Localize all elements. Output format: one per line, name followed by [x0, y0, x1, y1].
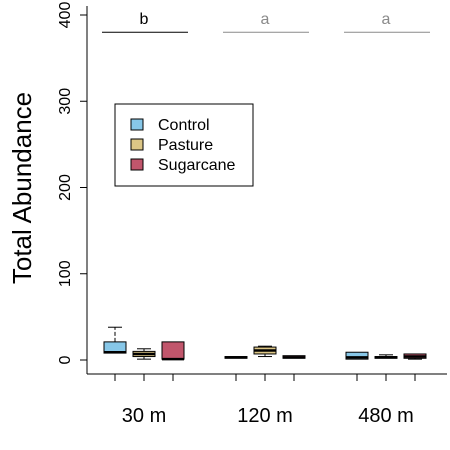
box-body: [345, 351, 369, 360]
x-axis-ticks: 30 m 120 m 480 m: [114, 374, 416, 427]
box-control: [345, 351, 369, 360]
significance-letter: b: [140, 11, 149, 28]
box-series: [103, 326, 427, 361]
box-pasture: [374, 354, 398, 359]
box-pasture: [253, 345, 277, 358]
x-tick-label: 120 m: [237, 405, 293, 427]
legend-swatch: [130, 118, 144, 131]
box-control: [224, 356, 248, 359]
significance-letter: a: [382, 11, 391, 28]
significance-letter: a: [261, 11, 270, 28]
y-tick-label: 300: [57, 88, 74, 115]
box-sugarcane: [403, 353, 427, 360]
y-tick-label: 400: [57, 2, 74, 29]
legend-label: Sugarcane: [158, 157, 235, 174]
y-tick-label: 100: [57, 260, 74, 287]
box-sugarcane: [161, 341, 185, 361]
legend-label: Control: [158, 117, 210, 134]
legend-swatch: [130, 138, 144, 151]
y-axis-label: Total Abundance: [7, 92, 37, 284]
box-sugarcane: [282, 355, 306, 359]
y-tick-label: 200: [57, 174, 74, 201]
box-body: [161, 341, 185, 360]
plot-axes: [86, 6, 447, 375]
box-pasture: [132, 348, 156, 360]
legend-label: Pasture: [158, 137, 213, 154]
box-control: [103, 326, 127, 354]
legend: Control Pasture Sugarcane: [114, 103, 254, 187]
y-tick-label: 0: [57, 355, 74, 364]
x-tick-label: 480 m: [358, 405, 414, 427]
legend-swatch: [130, 158, 144, 171]
x-tick-label: 30 m: [122, 405, 166, 427]
y-axis-ticks: 0 100 200 300 400: [57, 2, 87, 364]
